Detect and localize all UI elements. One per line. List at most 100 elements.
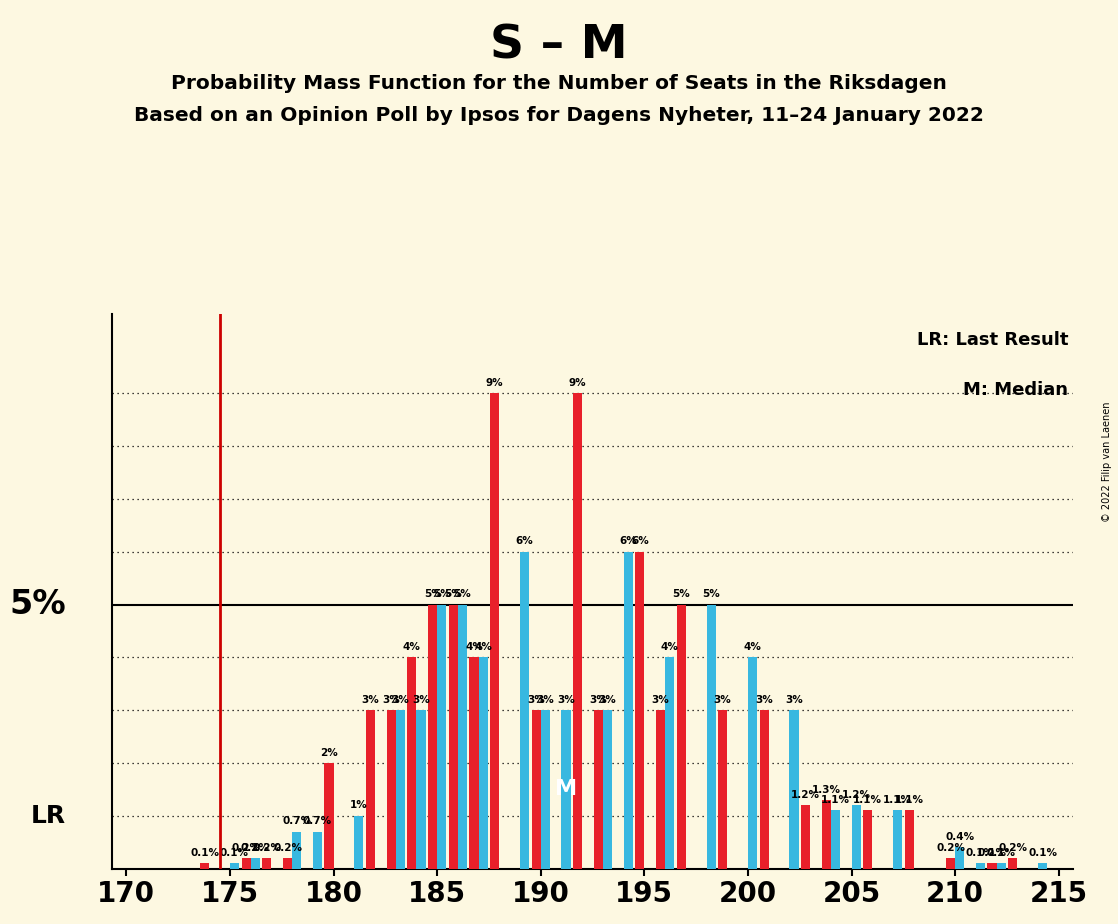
Bar — [366, 711, 375, 869]
Text: LR: Last Result: LR: Last Result — [917, 331, 1069, 348]
Text: 1.1%: 1.1% — [853, 796, 882, 805]
Bar — [759, 711, 769, 869]
Text: 1.1%: 1.1% — [894, 796, 923, 805]
Bar — [479, 657, 487, 869]
Bar — [946, 858, 955, 869]
Bar — [996, 863, 1006, 869]
Bar — [250, 858, 259, 869]
Text: 4%: 4% — [661, 642, 679, 652]
Text: 3%: 3% — [528, 695, 546, 705]
Bar — [904, 810, 913, 869]
Bar — [541, 711, 550, 869]
Text: 0.1%: 0.1% — [190, 848, 219, 858]
Bar — [241, 858, 250, 869]
Text: 1.3%: 1.3% — [812, 784, 841, 795]
Text: 0.2%: 0.2% — [998, 843, 1027, 853]
Bar — [561, 711, 570, 869]
Bar — [448, 604, 458, 869]
Text: 0.2%: 0.2% — [240, 843, 269, 853]
Text: 3%: 3% — [652, 695, 670, 705]
Text: 4%: 4% — [402, 642, 420, 652]
Bar — [1008, 858, 1017, 869]
Bar — [789, 711, 798, 869]
Text: 5%: 5% — [454, 590, 472, 600]
Text: 2%: 2% — [320, 748, 338, 758]
Text: 3%: 3% — [589, 695, 607, 705]
Bar — [707, 604, 716, 869]
Bar — [407, 657, 416, 869]
Text: Probability Mass Function for the Number of Seats in the Riksdagen: Probability Mass Function for the Number… — [171, 74, 947, 93]
Text: 0.2%: 0.2% — [273, 843, 302, 853]
Bar — [574, 394, 582, 869]
Text: 1.2%: 1.2% — [842, 790, 871, 800]
Text: 5%: 5% — [672, 590, 690, 600]
Text: 3%: 3% — [713, 695, 731, 705]
Text: 9%: 9% — [486, 378, 503, 388]
Text: 0.4%: 0.4% — [945, 833, 974, 842]
Bar — [656, 711, 665, 869]
Bar — [416, 711, 426, 869]
Text: M: M — [555, 779, 577, 799]
Text: 6%: 6% — [619, 537, 637, 546]
Bar — [665, 657, 674, 869]
Text: 6%: 6% — [515, 537, 533, 546]
Bar — [458, 604, 467, 869]
Text: 3%: 3% — [391, 695, 409, 705]
Text: Based on an Opinion Poll by Ipsos for Dagens Nyheter, 11–24 January 2022: Based on an Opinion Poll by Ipsos for Da… — [134, 106, 984, 126]
Bar — [676, 604, 685, 869]
Text: 0.7%: 0.7% — [303, 816, 332, 826]
Bar — [292, 832, 301, 869]
Bar — [863, 810, 872, 869]
Bar — [520, 552, 529, 869]
Text: 1.1%: 1.1% — [883, 796, 912, 805]
Text: 1.2%: 1.2% — [792, 790, 821, 800]
Text: 3%: 3% — [413, 695, 429, 705]
Text: 9%: 9% — [569, 378, 587, 388]
Text: 3%: 3% — [537, 695, 555, 705]
Bar — [230, 863, 239, 869]
Bar — [955, 847, 965, 869]
Text: 5%: 5% — [9, 588, 66, 621]
Text: 3%: 3% — [756, 695, 773, 705]
Bar — [396, 711, 405, 869]
Bar — [635, 552, 644, 869]
Bar — [976, 863, 985, 869]
Text: M: Median: M: Median — [964, 381, 1069, 398]
Bar — [1038, 863, 1048, 869]
Bar — [822, 800, 831, 869]
Bar — [718, 711, 727, 869]
Text: 1.1%: 1.1% — [821, 796, 850, 805]
Bar — [470, 657, 479, 869]
Text: © 2022 Filip van Laenen: © 2022 Filip van Laenen — [1102, 402, 1112, 522]
Bar — [387, 711, 396, 869]
Text: 3%: 3% — [382, 695, 400, 705]
Bar — [263, 858, 272, 869]
Text: 0.1%: 0.1% — [966, 848, 995, 858]
Text: 5%: 5% — [424, 590, 442, 600]
Bar — [893, 810, 902, 869]
Bar — [800, 805, 811, 869]
Bar — [200, 863, 209, 869]
Bar — [490, 394, 500, 869]
Text: 1%: 1% — [350, 800, 368, 810]
Bar — [987, 863, 996, 869]
Text: 0.2%: 0.2% — [231, 843, 260, 853]
Text: 3%: 3% — [785, 695, 803, 705]
Text: 3%: 3% — [598, 695, 616, 705]
Bar — [354, 816, 363, 869]
Bar — [852, 805, 861, 869]
Text: S – M: S – M — [490, 23, 628, 68]
Bar — [603, 711, 612, 869]
Bar — [831, 810, 840, 869]
Bar — [532, 711, 541, 869]
Text: 5%: 5% — [433, 590, 451, 600]
Text: 4%: 4% — [743, 642, 761, 652]
Bar — [283, 858, 292, 869]
Text: 4%: 4% — [465, 642, 483, 652]
Text: 3%: 3% — [361, 695, 379, 705]
Bar — [437, 604, 446, 869]
Text: LR: LR — [30, 804, 66, 828]
Text: 5%: 5% — [702, 590, 720, 600]
Text: 0.7%: 0.7% — [282, 816, 311, 826]
Bar — [428, 604, 437, 869]
